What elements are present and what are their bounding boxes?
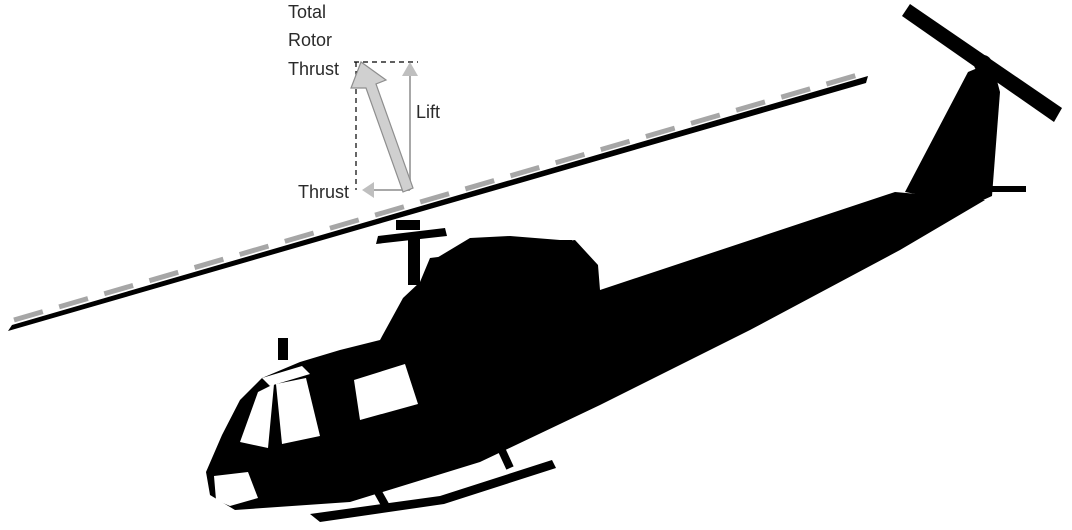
cockpit-side-window — [276, 378, 320, 444]
tail-stabilizer — [980, 186, 1026, 192]
label-rotor: Rotor — [288, 30, 332, 50]
lift-vector-head — [402, 62, 418, 76]
label-total: Total — [288, 2, 326, 22]
helicopter-silhouette-icon — [206, 4, 1062, 522]
nose-antenna — [278, 338, 288, 360]
fuselage-body — [206, 192, 985, 510]
label-thrust-total: Thrust — [288, 59, 339, 79]
rotor-hub-bar — [376, 228, 447, 244]
rear-skid-strut — [494, 440, 514, 470]
engine-cowling — [430, 236, 598, 300]
label-thrust-component: Thrust — [298, 182, 349, 202]
cabin-window — [354, 364, 418, 420]
label-lift: Lift — [416, 102, 440, 122]
skid-crossbar — [299, 437, 501, 473]
cockpit-top-window — [262, 366, 310, 386]
tip-path-plane-line — [13, 69, 869, 323]
landing-skid — [310, 460, 556, 522]
main-rotor-blade — [8, 76, 868, 331]
rotor-mast — [408, 235, 420, 285]
exhaust-stack — [558, 240, 572, 254]
force-vector-diagram — [350, 61, 418, 198]
lower-nose-window — [214, 472, 258, 506]
cockpit-windshield — [240, 384, 274, 448]
rotor-hub-top — [396, 220, 420, 230]
total-rotor-thrust-vector — [350, 61, 414, 193]
tail-fin — [905, 62, 1000, 205]
thrust-vector-head — [362, 182, 374, 198]
